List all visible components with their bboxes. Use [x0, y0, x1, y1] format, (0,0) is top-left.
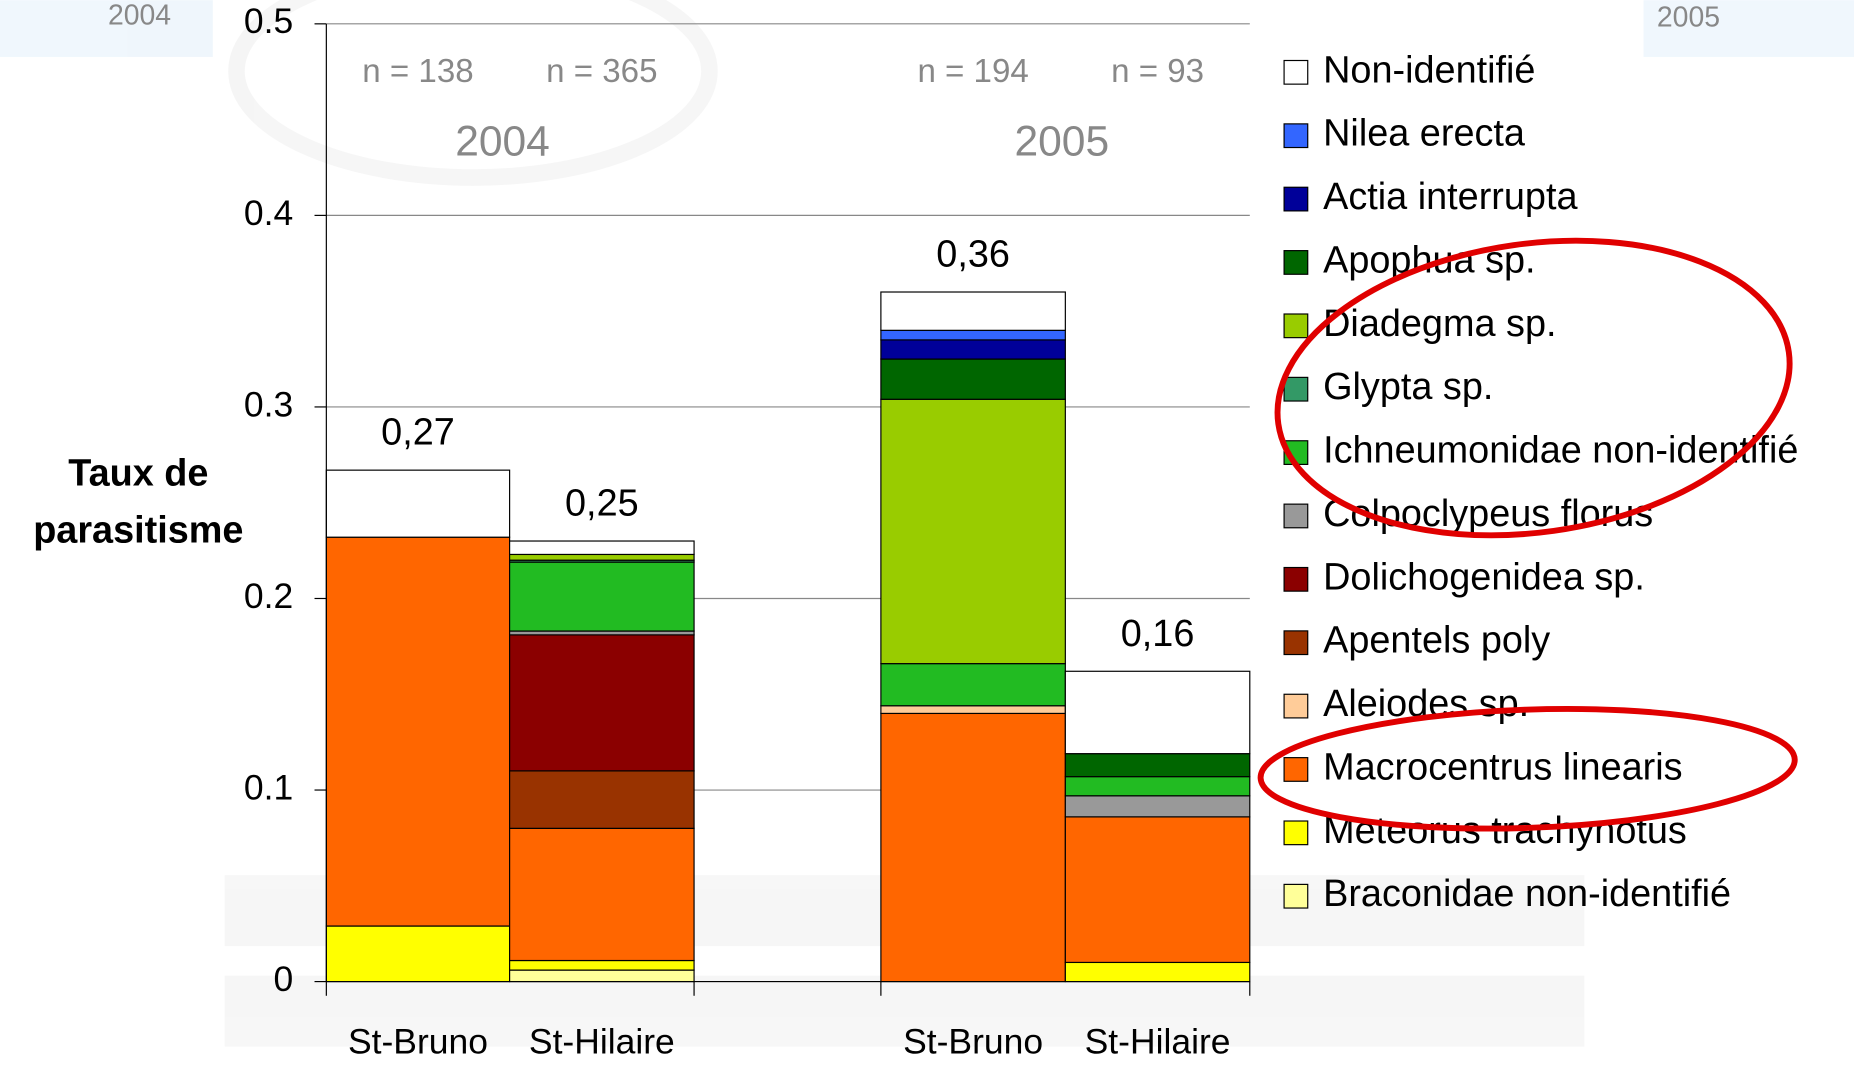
y-tick-label: 0.1 — [244, 767, 293, 807]
x-tick-label: St-Bruno — [903, 1022, 1043, 1061]
bar-segment — [509, 770, 695, 829]
legend-label: Non-identifié — [1323, 49, 1535, 91]
y-tick-label: 0 — [274, 959, 294, 999]
bar-segment — [1064, 670, 1251, 755]
bar-segment — [509, 959, 695, 971]
x-tick-label: St-Hilaire — [1085, 1022, 1231, 1061]
group-year: 2004 — [455, 118, 550, 166]
legend-swatch — [1283, 883, 1309, 909]
legend-swatch — [1283, 250, 1309, 275]
legend-label: Braconidae non-identifié — [1323, 873, 1731, 915]
bar-segment — [880, 398, 1066, 665]
legend-label: Ichneumonidae non-identifié — [1323, 430, 1798, 472]
legend-label: Diadegma sp. — [1323, 303, 1556, 345]
y-tick-label: 0.3 — [244, 384, 293, 424]
legend-label: Macrocentrus linearis — [1323, 746, 1683, 788]
bar-segment — [325, 925, 511, 983]
bar-segment — [880, 291, 1066, 331]
bar-segment — [880, 329, 1066, 341]
bar-segment — [325, 536, 511, 927]
bar-segment — [509, 540, 695, 556]
legend-swatch — [1283, 566, 1309, 592]
group-year: 2005 — [1014, 118, 1109, 166]
bar-segment — [1064, 961, 1251, 983]
y-axis-label: Taux de — [68, 453, 208, 495]
sample-size: n = 138 — [362, 53, 473, 90]
bar-segment — [325, 469, 511, 538]
total-label: 0,25 — [565, 483, 639, 525]
x-tick-label: St-Bruno — [348, 1022, 488, 1061]
bar-segment — [1064, 753, 1251, 778]
total-label: 0,27 — [381, 412, 455, 454]
legend-swatch — [1283, 313, 1309, 339]
legend-label: Glypta sp. — [1323, 366, 1493, 408]
legend-swatch — [1283, 376, 1309, 402]
sample-size: n = 365 — [546, 53, 657, 90]
legend-swatch — [1283, 503, 1309, 529]
bar-segment — [880, 339, 1066, 360]
legend-swatch — [1283, 820, 1309, 846]
y-tick-label: 0.4 — [244, 193, 293, 233]
highlight-ellipses — [1257, 237, 1798, 832]
bar-segment — [1064, 776, 1251, 797]
y-tick-label: 0.2 — [244, 576, 293, 616]
bar-segment — [509, 561, 695, 632]
bar-segment — [509, 969, 695, 983]
sample-size: n = 194 — [917, 53, 1028, 90]
x-tick-label: St-Hilaire — [529, 1022, 675, 1061]
corner-label: 2004 — [108, 0, 171, 31]
legend-swatch — [1283, 630, 1309, 656]
total-label: 0,36 — [936, 234, 1010, 276]
bar-segment — [509, 634, 695, 772]
bar-segment — [509, 827, 695, 962]
legend-label: Colpoclypeus florus — [1323, 493, 1653, 535]
y-tick-label: 0.5 — [244, 1, 293, 41]
bar-segment — [880, 663, 1066, 707]
sample-size: n = 93 — [1111, 53, 1204, 90]
legend-label: Actia interrupta — [1323, 176, 1578, 218]
legend-swatch — [1283, 186, 1309, 212]
legend-swatch — [1283, 59, 1309, 85]
legend-swatch — [1283, 123, 1309, 149]
corner-label: 2005 — [1657, 2, 1720, 34]
legend-label: Dolichogenidea sp. — [1323, 556, 1645, 598]
y-axis-label: parasitisme — [33, 509, 243, 551]
bar-segment — [1064, 816, 1251, 964]
legend-swatch — [1283, 757, 1309, 782]
bar-segment — [1064, 795, 1251, 818]
bar-segment — [880, 358, 1066, 400]
legend-swatch — [1283, 693, 1309, 719]
total-label: 0,16 — [1121, 613, 1195, 655]
legend-label: Nilea erecta — [1323, 113, 1526, 155]
legend-label: Apentels poly — [1323, 620, 1550, 662]
bar-segment — [880, 712, 1066, 983]
bar-segment — [880, 705, 1066, 715]
bar-segment — [509, 553, 695, 561]
plot: 0 0.1 0.2 0.3 0.4 0.5 0,27 St-Bruno 0,25 St-Hilai… — [244, 1, 1798, 1061]
